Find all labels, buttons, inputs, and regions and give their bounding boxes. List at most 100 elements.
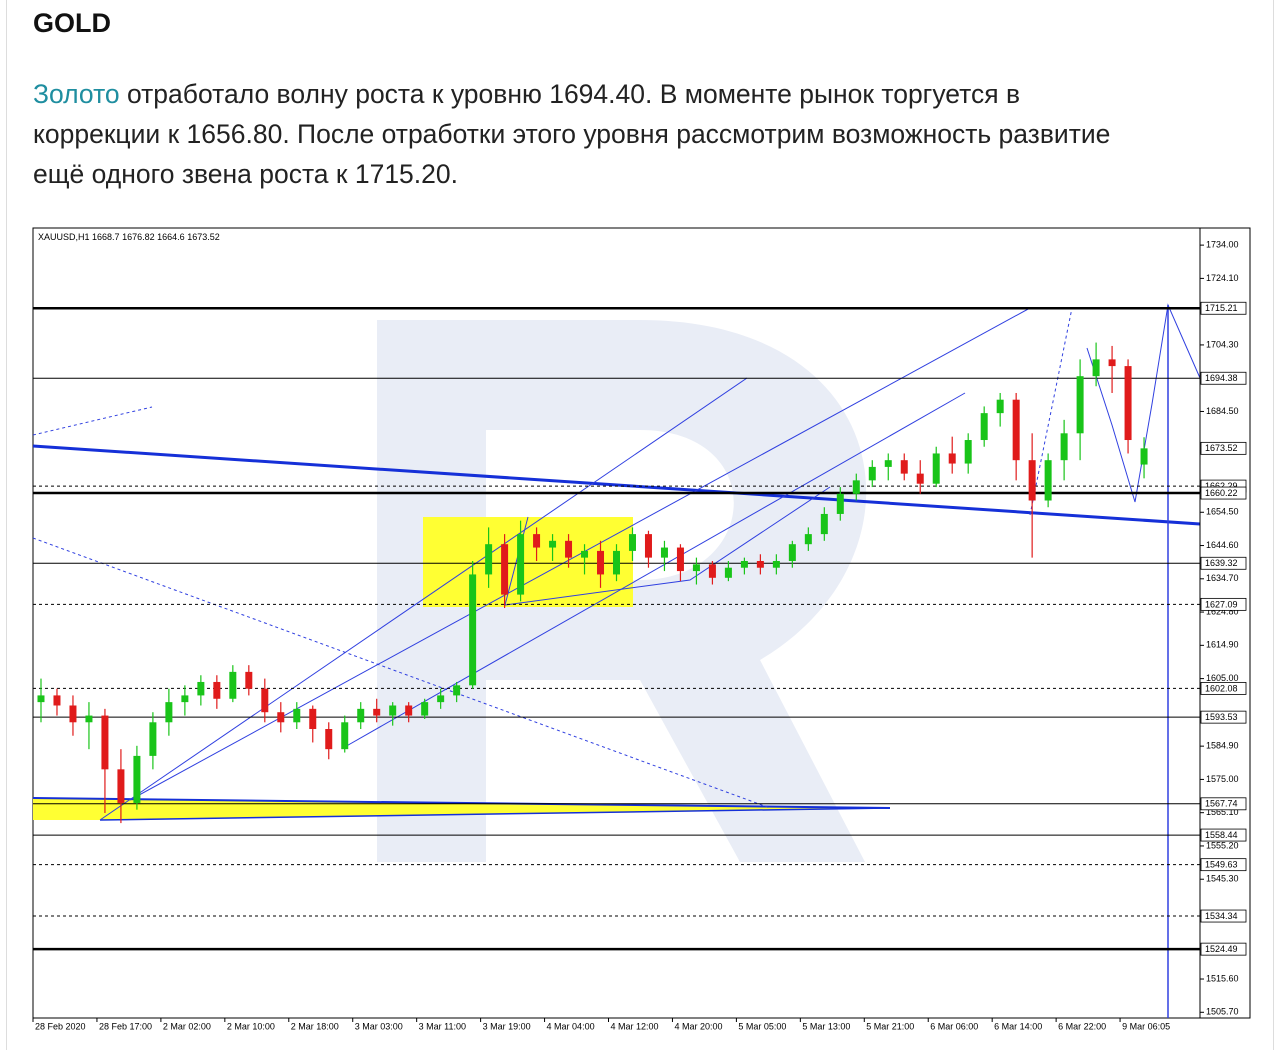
candle-body <box>740 560 748 568</box>
x-tick-label: 9 Mar 06:05 <box>1122 1021 1170 1031</box>
candle-body <box>453 685 461 696</box>
level-box <box>1200 942 1247 956</box>
candle-body <box>421 702 429 716</box>
x-tick-label: 4 Mar 04:00 <box>547 1021 595 1031</box>
candle-body <box>101 715 109 770</box>
candle-body <box>964 440 972 464</box>
y-tick-label: 1734.00 <box>1206 239 1239 249</box>
x-tick-label: 28 Feb 17:00 <box>99 1021 152 1031</box>
level-label: 1558.44 <box>1205 830 1238 840</box>
candle-body <box>197 681 205 696</box>
candle-body <box>597 550 605 575</box>
y-tick-label: 1634.70 <box>1206 573 1239 583</box>
y-tick-label: 1684.50 <box>1206 406 1239 416</box>
article-title: GOLD <box>33 8 111 38</box>
level-label: 1602.08 <box>1205 683 1238 693</box>
y-tick-label: 1654.50 <box>1206 507 1239 517</box>
level-label: 1694.38 <box>1205 373 1238 383</box>
candle-body <box>117 769 125 803</box>
candle-body <box>69 705 77 723</box>
candle-body <box>676 547 684 572</box>
candle-body <box>724 567 732 578</box>
candle-body <box>373 708 381 716</box>
level-label: 1534.34 <box>1205 911 1238 921</box>
ohlc: 1673.52 <box>187 232 220 242</box>
candle-body <box>1124 366 1132 441</box>
x-tick-label: 4 Mar 20:00 <box>674 1021 722 1031</box>
trendline <box>32 444 1201 526</box>
x-tick-label: 2 Mar 10:00 <box>227 1021 275 1031</box>
trendline <box>32 797 891 809</box>
x-tick-label: 4 Mar 12:00 <box>611 1021 659 1031</box>
candle-body <box>485 544 493 575</box>
candle-body <box>469 574 477 686</box>
candle-body <box>293 708 301 723</box>
candle-body <box>389 705 397 716</box>
x-tick-label: 5 Mar 21:00 <box>866 1021 914 1031</box>
candle-body <box>836 493 844 514</box>
y-tick-label: 1575.00 <box>1206 774 1239 784</box>
level-box <box>1200 597 1247 611</box>
level-box <box>1200 858 1247 872</box>
candle-body <box>628 534 636 551</box>
candle-body <box>133 755 141 803</box>
level-label: 1567.74 <box>1205 799 1238 809</box>
candle-body <box>277 712 285 723</box>
candle-body <box>357 708 365 723</box>
text-line: коррекции к 1656.80. После отработки это… <box>33 119 1111 149</box>
trendline <box>342 392 966 749</box>
x-tick-label: 6 Mar 22:00 <box>1058 1021 1106 1031</box>
level-box <box>1200 441 1247 455</box>
candle-body <box>437 695 445 703</box>
trendline <box>1029 307 1073 516</box>
y-tick-label: 1704.30 <box>1206 339 1239 349</box>
candle-body <box>916 473 924 484</box>
y-tick-label: 1515.60 <box>1206 973 1239 983</box>
candle-body <box>1012 399 1020 461</box>
level-box <box>1200 710 1247 724</box>
trendline <box>99 377 748 821</box>
candle-body <box>820 513 828 535</box>
trendline <box>32 406 153 436</box>
candle-body <box>932 453 940 484</box>
level-box <box>1200 556 1247 570</box>
link[interactable]: Золото <box>33 79 120 109</box>
candle-body <box>149 722 157 756</box>
candle-body <box>565 540 573 558</box>
x-tick-label: 2 Mar 18:00 <box>291 1021 339 1031</box>
candle-body <box>884 460 892 467</box>
candle-body <box>517 534 525 595</box>
text-line: Золото отработало волну роста к уровню 1… <box>33 74 1110 114</box>
candle-body <box>165 702 173 723</box>
candle-body <box>245 671 253 689</box>
ohlc: 1664.6 <box>157 232 185 242</box>
y-tick-label: 1614.90 <box>1206 640 1239 650</box>
candle-body <box>405 705 413 716</box>
symbol: XAUUSD,H1 <box>38 232 90 242</box>
candle-body <box>980 413 988 441</box>
candle-body <box>868 466 876 481</box>
x-tick-label: 6 Mar 14:00 <box>994 1021 1042 1031</box>
level-label: 1593.53 <box>1205 712 1238 722</box>
x-tick-label: 5 Mar 05:00 <box>738 1021 786 1031</box>
level-box <box>1200 909 1247 923</box>
trendline <box>99 807 891 821</box>
candle-body <box>549 540 557 548</box>
frame <box>6 0 1274 1050</box>
candle-body <box>581 550 589 558</box>
candle-body <box>309 708 317 730</box>
candle-body <box>1092 359 1100 377</box>
level-label: 1660.22 <box>1205 488 1238 498</box>
x-tick-label: 3 Mar 19:00 <box>483 1021 531 1031</box>
candle-body <box>53 695 61 706</box>
candle-body <box>996 399 1004 414</box>
candle-body <box>325 729 333 750</box>
x-tick-label: 2 Mar 02:00 <box>163 1021 211 1031</box>
candle-body <box>229 671 237 699</box>
candle-body <box>804 534 812 545</box>
ohlc: 1676.82 <box>122 232 155 242</box>
level-label: 1639.32 <box>1205 558 1238 568</box>
y-tick-label: 1624.80 <box>1206 606 1239 616</box>
candle-body <box>948 453 956 464</box>
level-box <box>1200 486 1247 500</box>
